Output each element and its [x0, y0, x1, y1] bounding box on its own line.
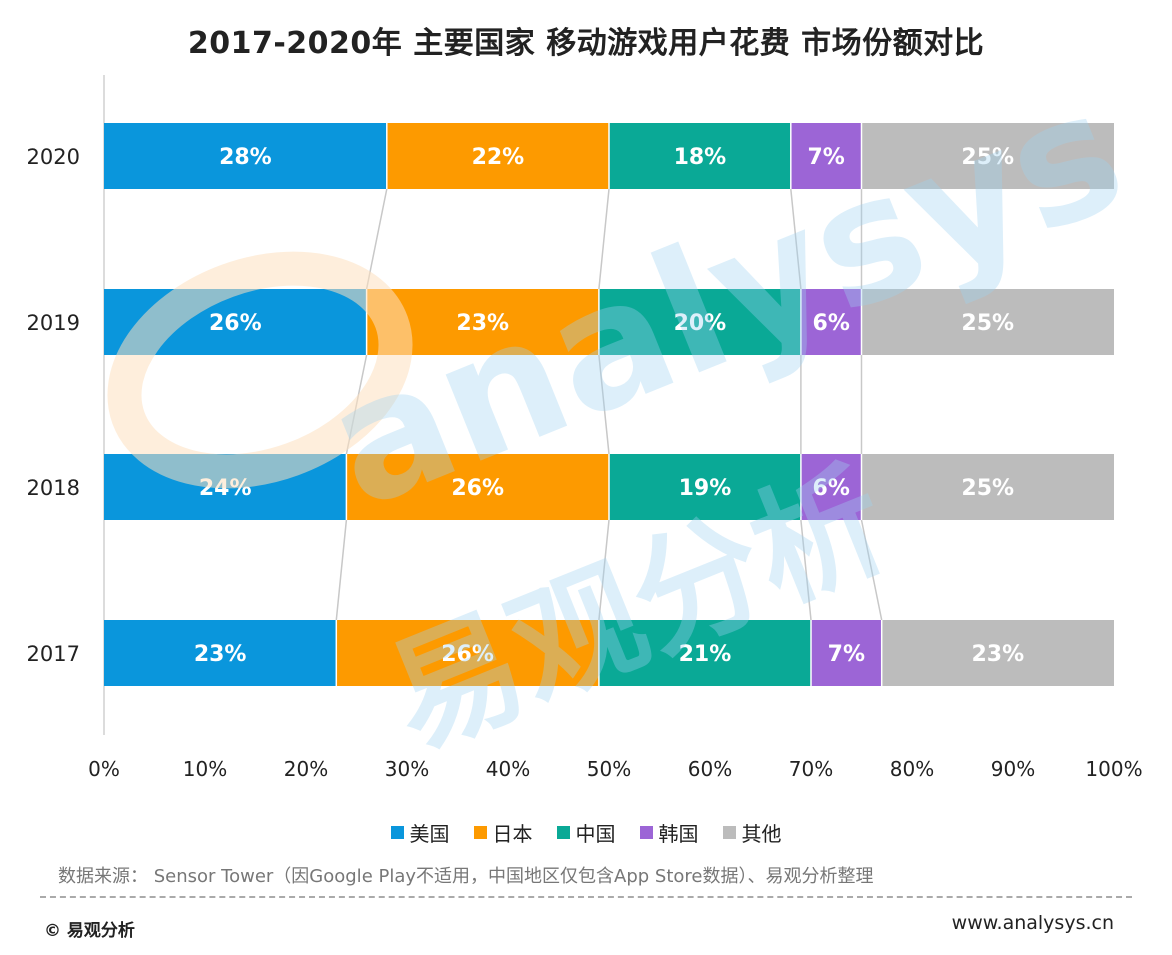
bar-value-label: 18% — [674, 145, 727, 170]
bar-value-label: 23% — [456, 311, 509, 336]
x-tick-label: 70% — [789, 757, 833, 781]
footer-divider — [40, 896, 1132, 898]
bar-segment — [861, 289, 1114, 355]
legend-swatch — [473, 826, 487, 839]
bar-value-label: 26% — [441, 642, 494, 667]
x-tick-label: 100% — [1085, 757, 1142, 781]
bar-value-label: 6% — [813, 476, 850, 501]
connector-line — [335, 519, 348, 621]
bar-value-label: 6% — [813, 311, 850, 336]
bar-value-label: 20% — [674, 311, 727, 336]
bar-value-label: 23% — [194, 642, 247, 667]
connector-line — [790, 188, 802, 290]
bar-value-label: 24% — [199, 476, 252, 501]
legend-swatch — [639, 826, 653, 839]
legend-label: 韩国 — [658, 822, 699, 846]
bar-value-label: 25% — [961, 311, 1014, 336]
legend-label: 美国 — [409, 822, 450, 846]
bar-value-label: 7% — [807, 145, 844, 170]
bar-segment — [609, 123, 791, 189]
bar-segment — [800, 289, 862, 355]
bar-segment — [104, 123, 387, 189]
legend-label: 日本 — [492, 822, 533, 846]
y-tick-label: 2017 — [27, 642, 80, 666]
connector-line — [598, 519, 610, 621]
x-tick-label: 30% — [385, 757, 429, 781]
bar-segment — [336, 620, 599, 686]
bar-segment — [104, 620, 337, 686]
legend-label: 其他 — [741, 822, 782, 846]
y-tick-label: 2018 — [27, 476, 80, 500]
bar-segment — [609, 454, 801, 520]
legend-item: 中国 — [556, 818, 616, 847]
bar-value-label: 21% — [679, 642, 732, 667]
chart-title: 2017-2020年 主要国家 移动游戏用户花费 市场份额对比 — [187, 26, 985, 61]
x-tick-label: 20% — [284, 757, 328, 781]
legend-item: 其他 — [722, 818, 782, 847]
x-tick-label: 50% — [587, 757, 631, 781]
website-link[interactable]: www.analysys.cn — [951, 912, 1114, 934]
connector-line — [598, 188, 610, 290]
bar-value-label: 19% — [679, 476, 732, 501]
bar-segment — [861, 454, 1114, 520]
legend-item: 美国 — [390, 818, 450, 847]
x-tick-label: 10% — [183, 757, 227, 781]
copyright-text: © 易观分析 — [44, 921, 135, 941]
legend-item: 韩国 — [639, 818, 699, 847]
connector-line — [345, 354, 368, 455]
x-tick-label: 40% — [486, 757, 530, 781]
x-tick-label: 60% — [688, 757, 732, 781]
y-tick-label: 2019 — [27, 311, 80, 335]
x-tick-label: 90% — [991, 757, 1035, 781]
y-tick-label: 2020 — [27, 145, 80, 169]
legend-item: 日本 — [473, 818, 533, 847]
connector-line — [860, 519, 883, 621]
x-tick-label: 0% — [88, 757, 120, 781]
bar-segment — [881, 620, 1114, 686]
bar-segment — [598, 620, 811, 686]
legend-swatch — [556, 826, 570, 839]
bar-value-label: 28% — [219, 145, 272, 170]
bar-segment — [598, 289, 801, 355]
legend-label: 中国 — [575, 822, 616, 846]
bar-value-label: 22% — [472, 145, 525, 170]
legend-swatch — [390, 826, 404, 839]
bar-segment — [861, 123, 1114, 189]
bar-value-label: 25% — [961, 476, 1014, 501]
stacked-bar-chart: 28% 22% 18% 7% 25% 2020 26% 23% 20% 6% 25% 2019 24% 2… — [27, 75, 1143, 781]
bar-value-label: 7% — [828, 642, 865, 667]
bar-segment — [386, 123, 609, 189]
bar-value-label: 26% — [451, 476, 504, 501]
bar-value-label: 25% — [961, 145, 1014, 170]
connector-line — [365, 188, 388, 290]
connector-line — [598, 354, 610, 455]
bar-segment — [800, 454, 862, 520]
bar-segment — [790, 123, 862, 189]
connector-line — [800, 519, 812, 621]
bar-value-label: 26% — [209, 311, 262, 336]
legend-swatch — [722, 826, 736, 839]
chart-legend: 美国 日本 中国 韩国 其他 — [0, 818, 1172, 847]
source-note: 数据来源： Sensor Tower（因Google Play不适用，中国地区仅… — [58, 866, 874, 887]
bar-value-label: 23% — [972, 642, 1025, 667]
bar-segment — [811, 620, 882, 686]
x-tick-label: 80% — [890, 757, 934, 781]
